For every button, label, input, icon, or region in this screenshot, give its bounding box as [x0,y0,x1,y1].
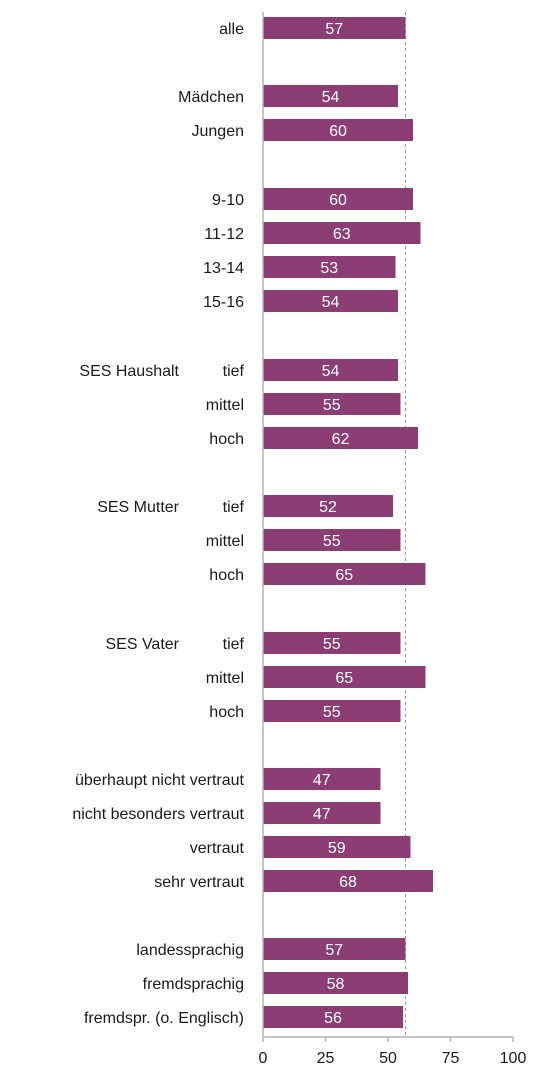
category-label: alle [219,21,244,38]
bar [263,870,433,892]
category-label: landessprachig [136,942,244,959]
category-label: vertraut [190,840,245,857]
group-label: SES Mutter [97,499,179,516]
x-tick-label: 100 [500,1050,527,1067]
bar [263,529,401,551]
category-label: hoch [209,431,244,448]
category-label: nicht besonders vertraut [72,806,244,823]
bar-value-label: 63 [333,226,351,243]
bar-value-label: 57 [325,942,343,959]
bar [263,836,411,858]
bar [263,222,421,244]
x-tick-label: 75 [442,1050,460,1067]
category-label: tief [223,499,245,516]
bar-value-label: 55 [323,704,341,721]
category-label: überhaupt nicht vertraut [75,772,245,789]
bar-value-label: 47 [313,806,331,823]
bar [263,632,401,654]
x-tick-label: 25 [317,1050,335,1067]
bar-value-label: 55 [323,533,341,550]
bar-value-label: 60 [329,192,347,209]
group-label: SES Vater [105,636,179,653]
category-label: hoch [209,704,244,721]
bar [263,393,401,415]
x-axis: 0 25 50 75 100 [259,12,527,1067]
bar [263,119,413,141]
bar-value-label: 56 [324,1010,342,1027]
x-tick-label: 50 [379,1050,397,1067]
x-tick-label: 0 [259,1050,268,1067]
bar [263,256,396,278]
bar [263,938,406,960]
bar [263,802,381,824]
category-label: fremdspr. (o. Englisch) [84,1010,244,1027]
bar-value-label: 53 [320,260,338,277]
category-label: sehr vertraut [154,874,244,891]
category-labels-layer: alle Mädchen Jungen 9-10 11-12 13-14 15-16 tief… [72,21,244,1027]
bar [263,972,408,994]
category-label: fremdsprachig [143,976,244,993]
category-label: Jungen [192,123,245,140]
bar-value-label: 54 [322,363,340,380]
bar-value-label: 54 [322,89,340,106]
bar [263,85,398,107]
bar [263,359,398,381]
bars-layer: 57 54 60 60 63 53 54 54 55 62 52 55 65 55 65 55 47 47 59 68… [263,17,433,1028]
category-label: mittel [206,397,244,414]
category-label: 9-10 [212,192,244,209]
bar-value-label: 62 [332,431,350,448]
bar [263,495,393,517]
bar [263,1006,403,1028]
bar-value-label: 58 [327,976,345,993]
bar-value-label: 60 [329,123,347,140]
bar-value-label: 59 [328,840,346,857]
bar [263,427,418,449]
category-label: hoch [209,567,244,584]
bar [263,17,406,39]
group-label: SES Haushalt [79,363,179,380]
bar [263,188,413,210]
bar-value-label: 57 [325,21,343,38]
category-label: tief [223,636,245,653]
bar [263,563,426,585]
category-label: 13-14 [203,260,244,277]
bar-value-label: 68 [339,874,357,891]
category-label: mittel [206,533,244,550]
bar-value-label: 55 [323,636,341,653]
bar-value-label: 55 [323,397,341,414]
bar [263,700,401,722]
category-label: 15-16 [203,294,244,311]
category-label: tief [223,363,245,380]
bar-value-label: 65 [335,567,353,584]
category-label: 11-12 [204,226,244,243]
bar [263,290,398,312]
bar [263,666,426,688]
category-label: Mädchen [178,89,244,106]
bar-value-label: 54 [322,294,340,311]
bar-value-label: 52 [319,499,337,516]
bar-value-label: 65 [335,670,353,687]
category-label: mittel [206,670,244,687]
bar-value-label: 47 [313,772,331,789]
bar [263,768,381,790]
